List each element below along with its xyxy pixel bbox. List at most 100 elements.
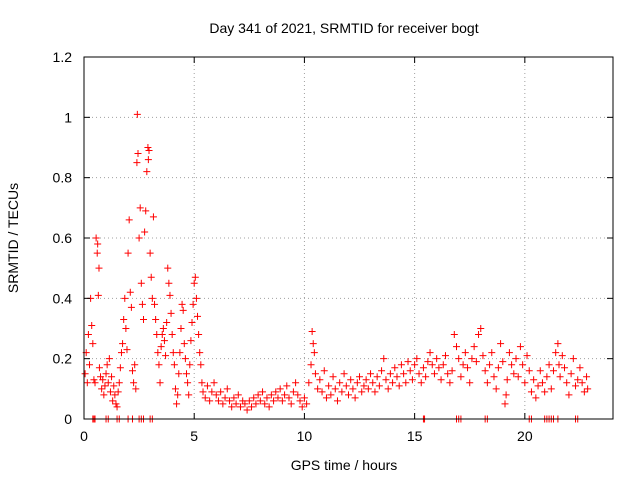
data-point [521,379,529,387]
data-point [152,315,160,323]
data-point [497,340,505,348]
data-point [386,370,394,378]
data-point [169,349,177,357]
data-point [556,373,564,381]
data-point [336,379,344,387]
data-point [419,364,427,372]
data-point [342,382,350,390]
data-point [435,364,443,372]
data-point [148,294,156,302]
data-point [194,312,202,320]
data-point [494,364,502,372]
data-point [538,379,546,387]
data-point [331,385,339,393]
data-point [163,318,171,326]
data-point [329,373,337,381]
data-point [464,364,472,372]
data-point [176,349,184,357]
y-axis-label: SRMTID / TECUs [5,183,21,293]
data-point [305,379,313,387]
data-point [123,346,131,354]
data-point [545,361,553,369]
data-point [530,376,538,384]
data-point [457,373,465,381]
data-point [362,376,370,384]
data-point [523,352,531,360]
data-point [578,379,586,387]
data-point [437,376,445,384]
data-point [373,373,381,381]
y-tick-label: 0 [64,411,72,427]
data-point [173,400,181,408]
data-point [516,343,524,351]
data-point [105,355,113,363]
data-point [94,240,102,248]
data-point [91,379,99,387]
data-point [468,355,476,363]
data-point [353,379,361,387]
data-point [380,355,388,363]
data-point [167,309,175,317]
data-point [479,352,487,360]
data-point [320,367,328,375]
data-point [115,379,123,387]
data-point [155,361,163,369]
data-point [459,361,467,369]
data-point [503,376,511,384]
data-point [164,264,172,272]
data-point [250,394,258,402]
y-tick-label: 0.4 [53,290,73,306]
data-point [574,376,582,384]
data-point [196,349,204,357]
data-point [311,370,319,378]
data-point [490,373,498,381]
data-point [391,364,399,372]
data-point [327,391,335,399]
data-point [404,358,412,366]
y-tick-label: 0.6 [53,230,73,246]
data-point [371,388,379,396]
data-point [214,397,222,405]
data-point [555,361,563,369]
data-point [561,364,569,372]
data-point [441,352,449,360]
data-point [234,391,242,399]
data-point [166,291,174,299]
data-point [508,361,516,369]
data-point [133,110,141,118]
data-point [232,400,240,408]
data-point [430,370,438,378]
data-point [527,388,535,396]
data-point [93,249,101,257]
data-point [94,291,102,299]
data-point [210,379,218,387]
data-point [576,364,584,372]
data-point [95,364,103,372]
data-point [424,358,432,366]
data-point [188,318,196,326]
data-point [125,216,133,224]
data-point [314,385,322,393]
data-point [413,355,421,363]
data-point [81,370,89,378]
data-point [108,373,116,381]
data-point [333,397,341,405]
data-point [99,376,107,384]
data-point [88,321,96,329]
data-point [488,349,496,357]
data-point [411,361,419,369]
data-point [263,394,271,402]
data-point [470,343,478,351]
data-point [111,391,119,399]
data-point [428,361,436,369]
data-point [177,325,185,332]
data-point [106,388,114,396]
data-point [199,388,207,396]
data-point [580,388,588,396]
data-point [206,397,214,405]
data-point [109,397,117,405]
data-point [486,361,494,369]
data-point [143,168,151,176]
data-point [165,279,173,287]
data-point [270,397,278,405]
